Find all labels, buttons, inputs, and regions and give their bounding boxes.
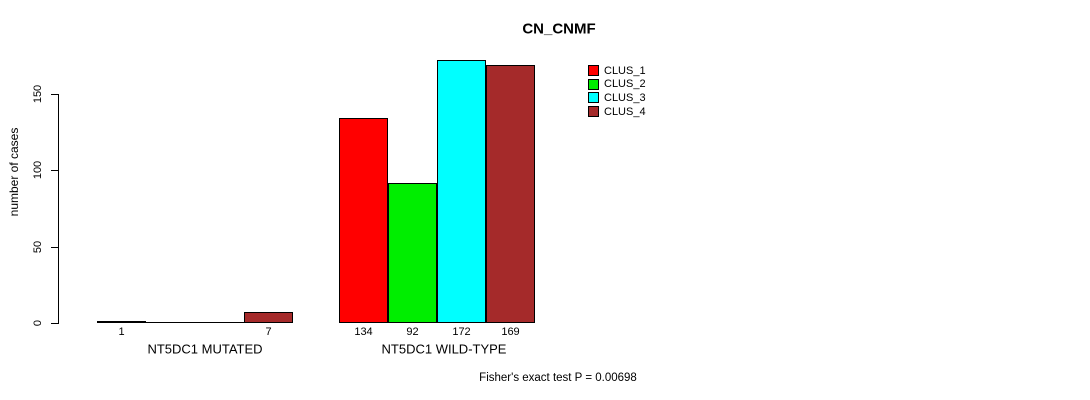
bar-clus_2 <box>146 322 195 323</box>
y-axis-tick <box>51 170 59 171</box>
legend-swatch-clus_2 <box>588 78 599 90</box>
x-category-label: NT5DC1 WILD-TYPE <box>381 341 507 357</box>
bar-clus_1 <box>339 118 388 323</box>
y-tick-label: 50 <box>32 240 44 254</box>
legend-label-clus_2: CLUS_2 <box>604 78 646 91</box>
bar-clus_1 <box>97 321 146 323</box>
bar-clus_3 <box>195 322 244 323</box>
bar-value-label: 169 <box>501 326 520 338</box>
fisher-test-annotation: Fisher's exact test P = 0.00698 <box>479 372 637 384</box>
y-tick-label: 0 <box>32 319 44 327</box>
y-axis-label: number of cases <box>7 127 21 217</box>
legend-swatch-clus_1 <box>588 65 599 76</box>
y-axis-tick <box>51 94 59 95</box>
x-category-label: NT5DC1 MUTATED <box>147 341 263 357</box>
bar-clus_2 <box>388 183 437 323</box>
y-tick-label: 100 <box>32 160 44 180</box>
y-axis-tick <box>51 323 59 324</box>
bar-value-label: 7 <box>265 326 272 338</box>
legend-swatch-clus_4 <box>588 106 599 118</box>
legend-label-clus_3: CLUS_3 <box>604 91 646 104</box>
bar-value-label: 92 <box>406 326 419 338</box>
y-axis-tick <box>51 247 59 248</box>
bar-value-label: 134 <box>354 326 373 338</box>
bar-value-label: 172 <box>452 326 471 338</box>
chart-title: CN_CNMF <box>522 20 596 38</box>
legend-label-clus_4: CLUS_4 <box>604 105 646 118</box>
legend-label-clus_1: CLUS_1 <box>604 64 646 77</box>
legend-swatch-clus_3 <box>588 92 599 104</box>
bar-value-label: 1 <box>118 326 125 338</box>
bar-clus_3 <box>437 60 486 323</box>
y-axis-line <box>58 94 59 323</box>
y-tick-label: 150 <box>32 84 44 104</box>
bar-clus_4 <box>244 312 293 323</box>
bar-clus_4 <box>486 65 535 323</box>
